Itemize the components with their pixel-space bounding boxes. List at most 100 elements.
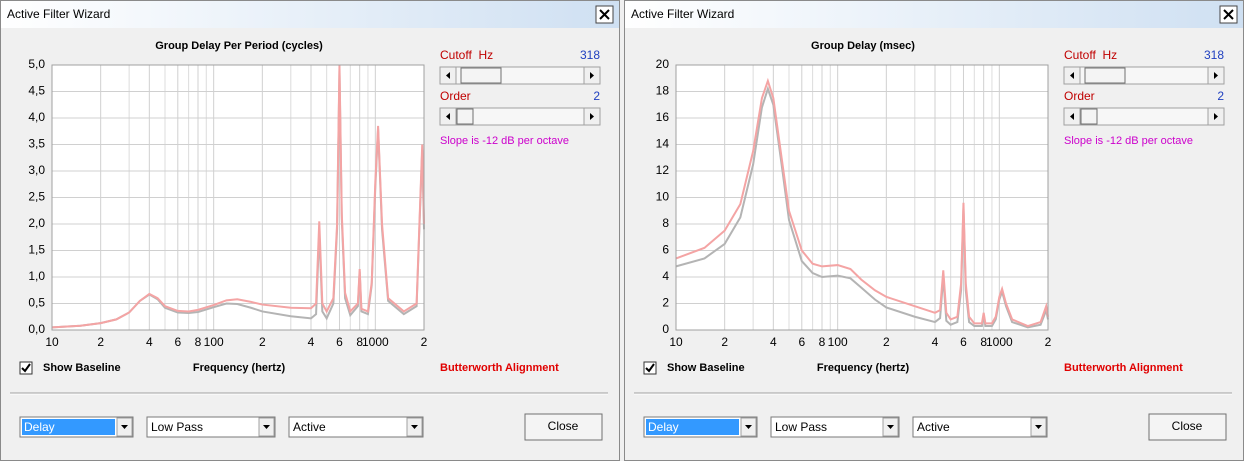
dropdown-value[interactable]: Active (293, 420, 326, 434)
show-baseline-label[interactable]: Show Baseline (667, 362, 745, 374)
window-title: Active Filter Wizard (7, 7, 110, 21)
y-tick-label: 1,5 (28, 243, 45, 257)
arrow-icon (121, 425, 128, 429)
dropdown-selection (22, 419, 115, 435)
chart-title: Group Delay Per Period (cycles) (155, 40, 323, 52)
x-tick-label: 6 (174, 335, 181, 349)
y-tick-label: 16 (656, 110, 670, 124)
x-tick-label: 6 (960, 335, 967, 349)
close-button[interactable] (524, 413, 603, 441)
plot-border (51, 64, 425, 331)
close-icon (599, 9, 610, 20)
x-tick-label: 10 (669, 335, 683, 349)
x-tick-label: 4 (308, 335, 315, 349)
y-tick-label: 1,0 (28, 269, 45, 283)
x-tick-label: 10 (45, 335, 59, 349)
alignment-label: Butterworth Alignment (1064, 362, 1183, 374)
close-button-label[interactable]: Close (548, 419, 579, 433)
dropdown-value[interactable]: Delay (24, 420, 55, 434)
x-tick-label: 8 (195, 335, 202, 349)
line-series (51, 64, 425, 329)
x-tick-label: 100 (828, 335, 848, 349)
x-tick-label: 4 (932, 335, 939, 349)
window-title: Active Filter Wizard (631, 7, 734, 21)
y-tick-label: 0,5 (28, 296, 45, 310)
arrow-icon (745, 425, 752, 429)
y-tick-label: 0 (662, 322, 669, 336)
y-tick-label: 4,5 (28, 84, 45, 98)
y-tick-label: 14 (656, 137, 670, 151)
slider-thumb[interactable] (1080, 108, 1098, 125)
x-tick-label: 8 (819, 335, 826, 349)
y-tick-label: 6 (662, 243, 669, 257)
x-tick-label: 2 (259, 335, 266, 349)
y-tick-label: 18 (656, 84, 670, 98)
slope-text: Slope is -12 dB per octave (1064, 135, 1193, 147)
y-tick-label: 2,0 (28, 216, 45, 230)
dropdown-selection (646, 419, 739, 435)
arrow-icon (411, 425, 418, 429)
dropdown[interactable] (912, 416, 1048, 438)
slider-thumb[interactable] (456, 108, 474, 125)
alignment-label: Butterworth Alignment (440, 362, 559, 374)
close-button[interactable] (1148, 413, 1227, 441)
arrow-icon (1214, 72, 1218, 79)
title-bar (1, 1, 619, 28)
y-tick-label: 4,0 (28, 110, 45, 124)
x-tick-label: 8 (356, 335, 363, 349)
y-tick-label: 0,0 (28, 322, 45, 336)
dropdown[interactable] (288, 416, 424, 438)
arrow-icon (263, 425, 270, 429)
y-tick-label: 2 (662, 296, 669, 310)
order-label: Order (440, 89, 471, 103)
y-tick-label: 5,0 (28, 57, 45, 71)
plot-border (675, 64, 1049, 331)
arrow-icon (1070, 72, 1074, 79)
dropdown[interactable] (770, 416, 900, 438)
x-tick-label: 1000 (986, 335, 1013, 349)
show-baseline-label[interactable]: Show Baseline (43, 362, 121, 374)
x-tick-label: 6 (336, 335, 343, 349)
x-tick-label: 4 (770, 335, 777, 349)
arrow-icon (446, 72, 450, 79)
x-tick-label: 8 (980, 335, 987, 349)
y-tick-label: 3,0 (28, 163, 45, 177)
arrow-icon (590, 113, 594, 120)
y-tick-label: 12 (656, 163, 670, 177)
cutoff-value: 318 (1204, 48, 1224, 62)
dropdown-value[interactable]: Delay (648, 420, 679, 434)
arrow-icon (1214, 113, 1218, 120)
y-tick-label: 2,5 (28, 190, 45, 204)
x-tick-label: 4 (146, 335, 153, 349)
y-tick-label: 20 (656, 57, 670, 71)
cutoff-label: Cutoff Hz (440, 48, 493, 62)
slope-text: Slope is -12 dB per octave (440, 135, 569, 147)
x-tick-label: 2 (97, 335, 104, 349)
chart-title: Group Delay (msec) (811, 40, 915, 52)
order-value: 2 (593, 89, 600, 103)
dropdown[interactable] (146, 416, 276, 438)
close-icon (1223, 9, 1234, 20)
close-button-label[interactable]: Close (1172, 419, 1203, 433)
cutoff-label: Cutoff Hz (1064, 48, 1117, 62)
x-tick-label: 2 (721, 335, 728, 349)
dropdown-value[interactable]: Active (917, 420, 950, 434)
x-tick-label: 2 (883, 335, 890, 349)
slider-thumb[interactable] (460, 67, 502, 84)
y-tick-label: 8 (662, 216, 669, 230)
arrow-icon (446, 113, 450, 120)
slider-thumb[interactable] (1084, 67, 1126, 84)
x-tick-label: 2 (421, 335, 428, 349)
dropdown-value[interactable]: Low Pass (151, 420, 203, 434)
line-series (675, 77, 1049, 328)
arrow-icon (887, 425, 894, 429)
y-tick-label: 4 (662, 269, 669, 283)
check-icon (645, 363, 655, 373)
dropdown-value[interactable]: Low Pass (775, 420, 827, 434)
x-tick-label: 1000 (362, 335, 389, 349)
arrow-icon (1070, 113, 1074, 120)
check-icon (21, 363, 31, 373)
x-tick-label: 6 (798, 335, 805, 349)
order-label: Order (1064, 89, 1095, 103)
